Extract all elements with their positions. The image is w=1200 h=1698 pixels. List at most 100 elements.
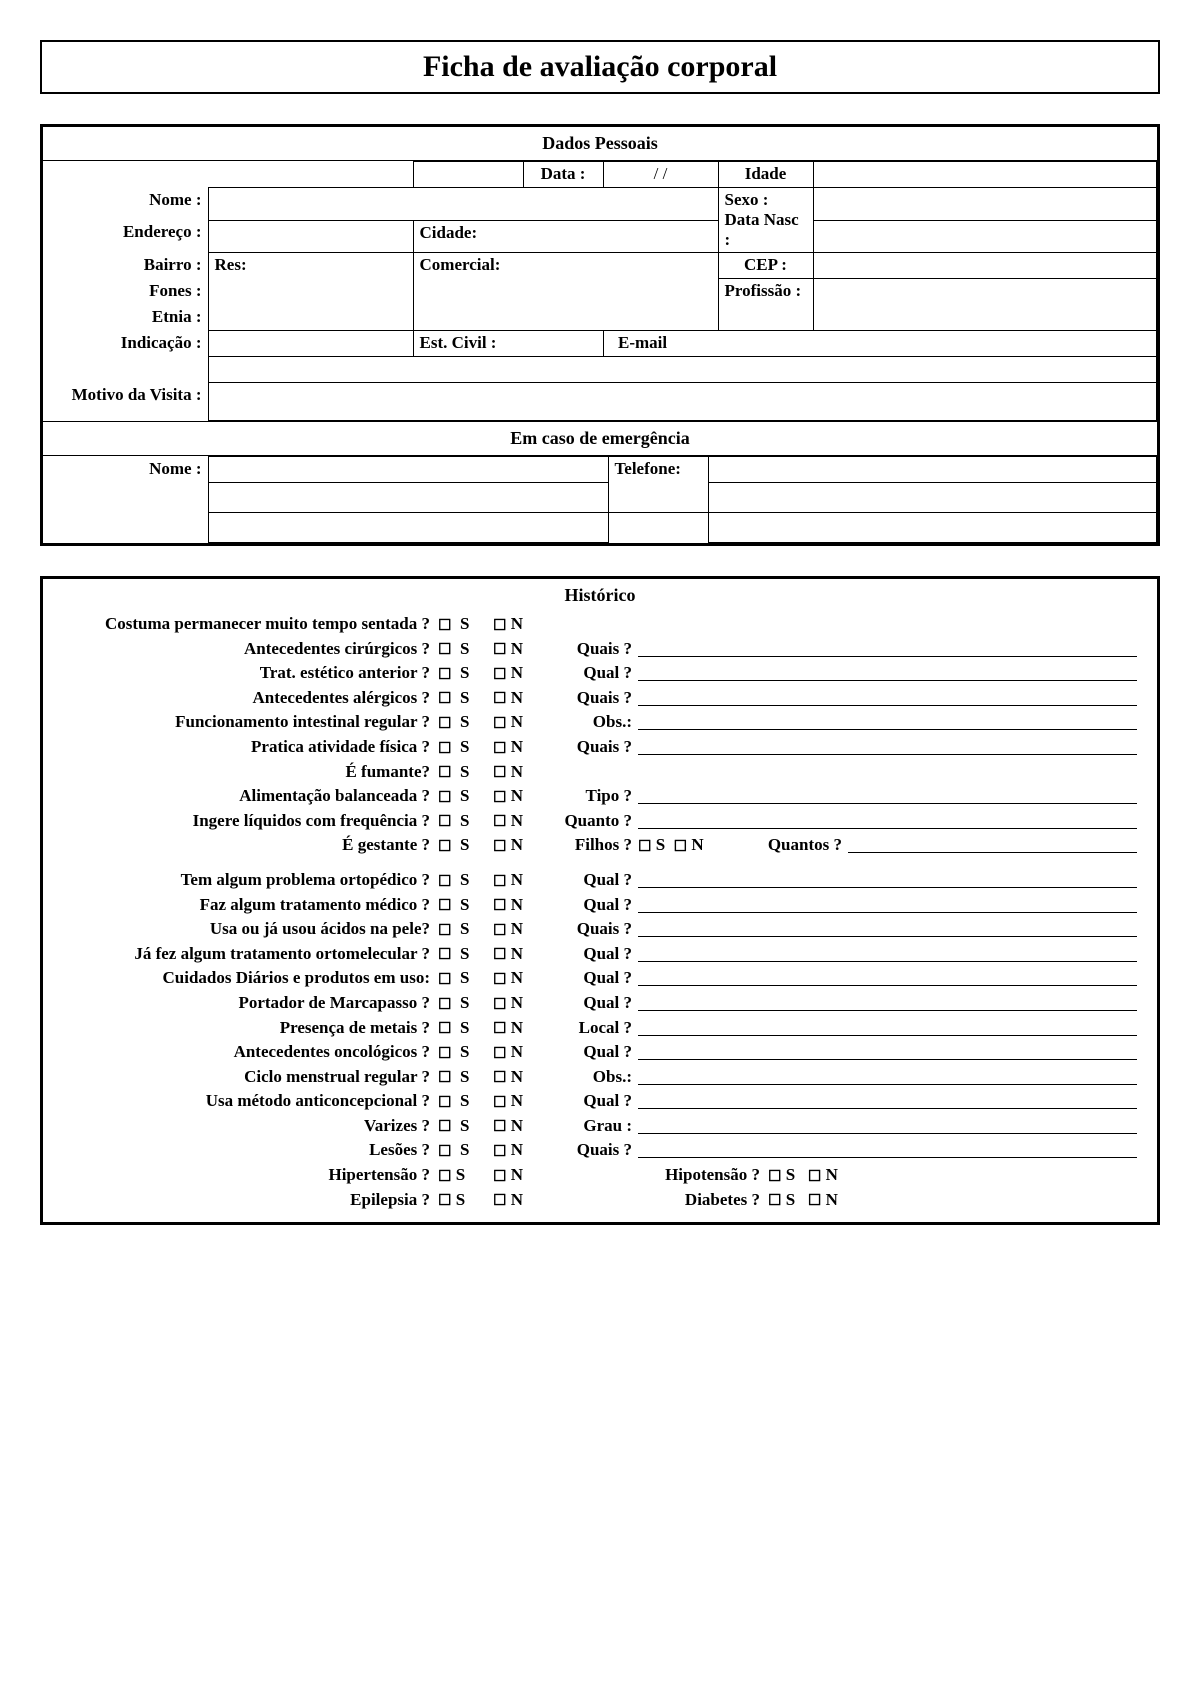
- hist-checkbox-s[interactable]: ☐ S: [438, 760, 493, 785]
- hist-checkbox-n[interactable]: ☐ N: [493, 809, 548, 834]
- hist-checkbox-s[interactable]: ☐ S: [438, 661, 493, 686]
- hist-right-sn[interactable]: ☐ S ☐ N: [768, 1163, 888, 1188]
- hist-checkbox-n[interactable]: ☐ N: [493, 784, 548, 809]
- endereco-field[interactable]: [208, 220, 413, 253]
- hist-checkbox-n[interactable]: ☐ N: [493, 612, 548, 637]
- hist-checkbox-s[interactable]: ☐ S: [438, 991, 493, 1016]
- emerg-extra-2[interactable]: [708, 513, 1157, 543]
- hist-answer-line[interactable]: [638, 991, 1137, 1011]
- comercial-label[interactable]: Comercial:: [413, 253, 718, 331]
- hist-checkbox-n[interactable]: ☐ N: [493, 1188, 548, 1213]
- hist-checkbox-s[interactable]: ☐ S: [438, 966, 493, 991]
- hist-checkbox-n[interactable]: ☐ N: [493, 686, 548, 711]
- hist-checkbox-n[interactable]: ☐ N: [493, 1016, 548, 1041]
- hist-answer-line[interactable]: [638, 1016, 1137, 1036]
- hist-checkbox-n[interactable]: ☐ N: [493, 710, 548, 735]
- hist-answer-line[interactable]: [638, 661, 1137, 681]
- hist-checkbox-n[interactable]: ☐ N: [493, 991, 548, 1016]
- hist-checkbox-s[interactable]: ☐ S: [438, 942, 493, 967]
- hist-checkbox-s[interactable]: ☐ S: [438, 612, 493, 637]
- hist-checkbox-s[interactable]: ☐ S: [438, 1016, 493, 1041]
- hist-ext-label: Grau :: [548, 1114, 638, 1137]
- hist-checkbox-n[interactable]: ☐ N: [493, 661, 548, 686]
- hist-checkbox-n[interactable]: ☐ N: [493, 966, 548, 991]
- hist-checkbox-s[interactable]: ☐ S: [438, 868, 493, 893]
- hist-checkbox-s[interactable]: ☐ S: [438, 1138, 493, 1163]
- bairro-label: Bairro :: [43, 253, 208, 279]
- hist-body: Costuma permanecer muito tempo sentada ?…: [43, 612, 1157, 1212]
- hist-checkbox-n[interactable]: ☐ N: [493, 1089, 548, 1114]
- hist-ext-label: Qual ?: [548, 661, 638, 684]
- hist-answer-line[interactable]: [638, 1065, 1137, 1085]
- hist-answer-line[interactable]: [638, 1114, 1137, 1134]
- idade-field[interactable]: [813, 162, 1157, 188]
- hist-right-sn[interactable]: ☐ S ☐ N: [768, 1188, 888, 1213]
- res-label[interactable]: Res:: [208, 253, 413, 331]
- hist-checkbox-n[interactable]: ☐ N: [493, 1163, 548, 1188]
- hist-checkbox-s[interactable]: ☐ S: [438, 917, 493, 942]
- nome-field[interactable]: [208, 188, 718, 221]
- hist-checkbox-s[interactable]: ☐ S: [438, 784, 493, 809]
- hist-checkbox-s[interactable]: ☐ S: [438, 1163, 493, 1188]
- hist-answer-line[interactable]: [638, 637, 1137, 657]
- hist-answer-line[interactable]: [848, 833, 1137, 853]
- cep-field[interactable]: [813, 253, 1157, 279]
- hist-answer-line[interactable]: [638, 735, 1137, 755]
- hist-answer-line[interactable]: [638, 868, 1137, 888]
- hist-answer-line[interactable]: [638, 809, 1137, 829]
- hist-checkbox-n[interactable]: ☐ N: [493, 760, 548, 785]
- hist-checkbox-s[interactable]: ☐ S: [438, 833, 493, 858]
- hist-checkbox-s[interactable]: ☐ S: [438, 1089, 493, 1114]
- hist-answer-line[interactable]: [638, 710, 1137, 730]
- hist-answer-line[interactable]: [638, 784, 1137, 804]
- emerg-nome-field-2[interactable]: [208, 483, 608, 513]
- hist-checkbox-n[interactable]: ☐ N: [493, 1138, 548, 1163]
- emerg-nome-field[interactable]: [208, 457, 608, 483]
- hist-checkbox-s[interactable]: ☐ S: [438, 893, 493, 918]
- etnia-field[interactable]: [208, 331, 413, 357]
- hist-checkbox-s[interactable]: ☐ S: [438, 809, 493, 834]
- hist-checkbox-s[interactable]: ☐ S: [438, 686, 493, 711]
- hist-answer-line[interactable]: [638, 1138, 1137, 1158]
- emerg-tel-field[interactable]: [708, 457, 1157, 483]
- hist-checkbox-n[interactable]: ☐ N: [493, 735, 548, 760]
- hist-answer-line[interactable]: [638, 966, 1137, 986]
- hist-row: Antecedentes cirúrgicos ?☐ S☐ NQuais ?: [43, 637, 1157, 662]
- hist-checkbox-n[interactable]: ☐ N: [493, 868, 548, 893]
- hist-checkbox-s[interactable]: ☐ S: [438, 637, 493, 662]
- hist-checkbox-n[interactable]: ☐ N: [493, 1040, 548, 1065]
- hist-question: Epilepsia ?: [43, 1188, 438, 1211]
- hist-checkbox-n[interactable]: ☐ N: [493, 917, 548, 942]
- hist-answer-line[interactable]: [638, 942, 1137, 962]
- hist-question: Portador de Marcapasso ?: [43, 991, 438, 1014]
- hist-answer-line[interactable]: [638, 893, 1137, 913]
- hist-checkbox-n[interactable]: ☐ N: [493, 1114, 548, 1139]
- emerg-tel-field-2[interactable]: [708, 483, 1157, 513]
- motivo-field[interactable]: [208, 383, 1157, 421]
- hist-checkbox-n[interactable]: ☐ N: [493, 893, 548, 918]
- hist-checkbox-n[interactable]: ☐ N: [493, 637, 548, 662]
- hist-checkbox-s[interactable]: ☐ S: [438, 735, 493, 760]
- hist-checkbox-n[interactable]: ☐ N: [493, 942, 548, 967]
- nasc-field[interactable]: [813, 220, 1157, 253]
- hist-checkbox-s[interactable]: ☐ S: [438, 1188, 493, 1213]
- hist-answer-line[interactable]: [638, 686, 1137, 706]
- hist-answer-line[interactable]: [638, 1089, 1137, 1109]
- hist-checkbox-s[interactable]: ☐ S: [438, 1040, 493, 1065]
- hist-checkbox-s[interactable]: ☐ S: [438, 1065, 493, 1090]
- emerg-table: Nome : Telefone:: [43, 456, 1157, 543]
- profissao-field[interactable]: [813, 279, 1157, 331]
- hist-checkbox-n[interactable]: ☐ N: [493, 833, 548, 858]
- hist-checkbox-n[interactable]: ☐ N: [493, 1065, 548, 1090]
- hist-checkbox-s[interactable]: ☐ S: [438, 1114, 493, 1139]
- emerg-extra-1[interactable]: [208, 513, 608, 543]
- sexo-field[interactable]: [813, 188, 1157, 221]
- indicacao-field[interactable]: [208, 357, 1157, 383]
- hist-checkbox-s[interactable]: ☐ S: [438, 710, 493, 735]
- data-value[interactable]: / /: [603, 162, 718, 188]
- hist-ext-label: Quais ?: [548, 686, 638, 709]
- hist-answer-line[interactable]: [638, 917, 1137, 937]
- hist-filhos-sn[interactable]: ☐ S ☐ N: [638, 833, 758, 858]
- hist-answer-line[interactable]: [638, 1040, 1137, 1060]
- email-label[interactable]: E-mail: [603, 331, 1157, 357]
